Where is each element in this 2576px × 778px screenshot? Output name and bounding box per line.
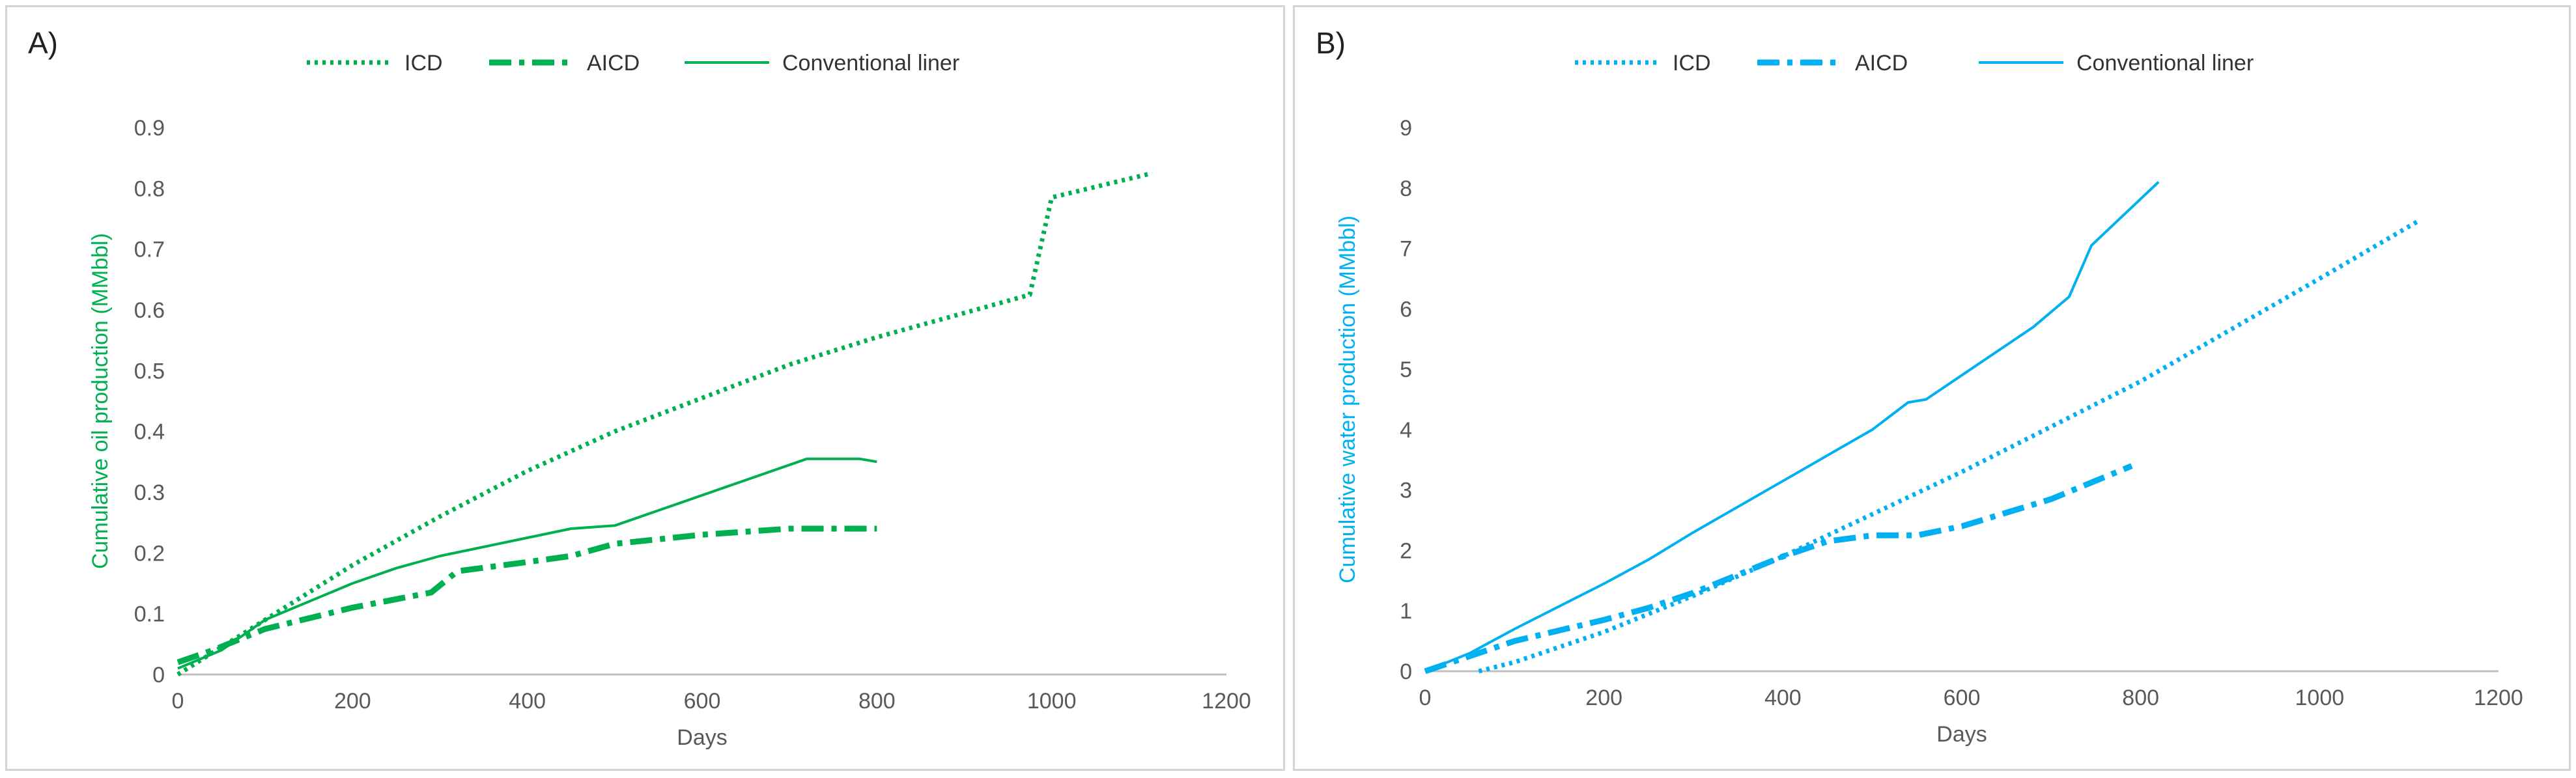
chart-panel-a: A) 0 200 400 600 800 1000 1200 0 0.1 0.2 0.3 0.4 0.5…	[5, 5, 1285, 771]
chart1-x-tick-label: 800	[2122, 686, 2159, 710]
chart0-x-tick-label: 1200	[1202, 689, 1251, 714]
chart1-y-tick-label: 3	[1400, 479, 1412, 503]
chart1-legend-label: ICD	[1673, 51, 1711, 76]
panel-label-a: A)	[28, 26, 58, 60]
chart1-series-line-solid	[1424, 181, 2160, 673]
chart1-legend-label: AICD	[1855, 51, 1908, 76]
chart0-y-axis-title: Cumulative oil production (MMbbl)	[88, 233, 113, 569]
chart1-y-tick-label: 9	[1400, 116, 1412, 141]
chart0-series-line-solid	[177, 457, 877, 670]
chart1-y-tick-label: 4	[1400, 418, 1412, 443]
chart0-y-tick-label: 0.2	[134, 541, 165, 566]
chart1-y-tick-label: 8	[1400, 176, 1412, 201]
chart1-x-tick-label: 200	[1585, 686, 1622, 710]
chart0-y-tick-label: 0	[152, 663, 165, 688]
chart0-legend-label: Conventional liner	[782, 51, 959, 76]
chart0-legend-label: ICD	[404, 51, 443, 76]
chart0-x-tick-label: 0	[172, 689, 184, 714]
chart1-y-axis-title: Cumulative water production (MMbbl)	[1335, 215, 1360, 583]
chart1-y-tick-label: 7	[1400, 237, 1412, 262]
chart0-legend-label: AICD	[587, 51, 640, 76]
chart0-x-tick-label: 600	[684, 689, 721, 714]
chart1-y-tick-label: 5	[1400, 357, 1412, 382]
chart0-x-tick-label: 800	[858, 689, 896, 714]
chart1-x-tick-label: 400	[1764, 686, 1802, 710]
chart1-x-tick-label: 0	[1419, 686, 1432, 710]
chart0-y-tick-label: 0.8	[134, 176, 165, 201]
chart-a-svg: 0 200 400 600 800 1000 1200 0 0.1 0.2 0.3 0.4 0.5 0.6…	[88, 51, 1251, 750]
chart1-x-tick-label: 1000	[2295, 686, 2345, 710]
chart1-x-tick-label: 1200	[2474, 686, 2523, 710]
chart1-y-tick-label: 0	[1400, 660, 1412, 684]
chart0-series-line-dashdot	[177, 525, 877, 665]
chart0-y-tick-label: 0.5	[134, 359, 165, 383]
chart0-y-tick-label: 0.7	[134, 238, 165, 262]
chart0-y-tick-label: 0.9	[134, 116, 165, 141]
chart1-x-axis-title: Days	[1936, 722, 1987, 747]
chart0-y-tick-label: 0.6	[134, 298, 165, 323]
chart0-x-tick-label: 1000	[1027, 689, 1077, 714]
chart1-y-tick-label: 1	[1400, 599, 1412, 624]
chart0-y-tick-label: 0.4	[134, 420, 165, 445]
chart-b-svg: 0 200 400 600 800 1000 1200 0 1 2 3 4 5 6 7 8 9 Days Cumul…	[1335, 51, 2523, 747]
chart1-series-line-dashdot	[1424, 463, 2133, 674]
chart1-y-tick-label: 2	[1400, 538, 1412, 563]
chart1-y-tick-label: 6	[1400, 297, 1412, 322]
panel-label-b: B)	[1316, 26, 1346, 60]
chart1-legend-label: Conventional liner	[2076, 51, 2254, 76]
chart0-y-tick-label: 0.1	[134, 602, 165, 627]
chart0-x-axis-title: Days	[677, 725, 727, 750]
chart0-x-tick-label: 400	[509, 689, 546, 714]
chart1-x-tick-label: 600	[1944, 686, 1981, 710]
chart0-x-tick-label: 200	[334, 689, 371, 714]
chart1-series-line-dotted	[1478, 219, 2420, 674]
chart0-y-tick-label: 0.3	[134, 480, 165, 505]
chart-panel-b: B) 0 200 400 600 800 1000 1200 0 1 2 3 4 5 6 7 8 9 Days Cu…	[1293, 5, 2571, 771]
chart0-series-line-dotted	[177, 171, 1153, 676]
